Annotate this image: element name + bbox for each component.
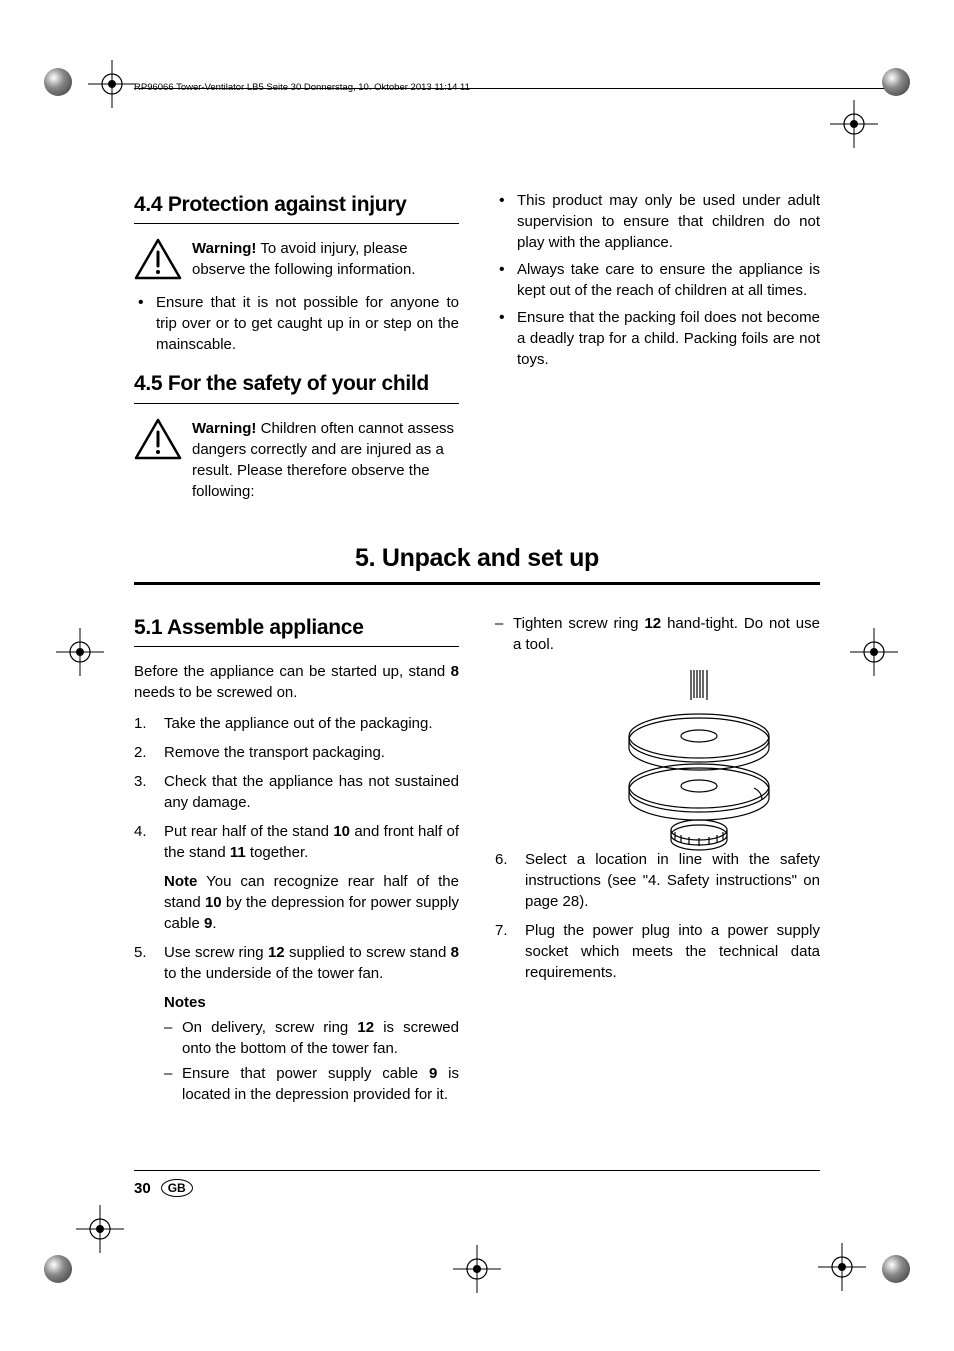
left-column-upper: 4.4 Protection against injury Warning! T…	[134, 190, 459, 514]
warning-label: Warning!	[192, 420, 256, 437]
list-item: Tighten screw ring 12 hand-tight. Do not…	[495, 613, 820, 655]
left-column-lower: 5.1 Assemble appliance Before the applia…	[134, 613, 459, 1113]
print-corner-tl	[44, 68, 72, 96]
text: On delivery, screw ring	[182, 1019, 357, 1036]
header-rule	[134, 88, 884, 89]
language-badge: GB	[161, 1179, 193, 1197]
warning-4-5-text: Warning! Children often cannot assess da…	[192, 418, 459, 502]
list-item: Always take care to ensure the appliance…	[495, 259, 820, 301]
note-label: Note	[164, 873, 197, 890]
registration-mark-tl	[88, 60, 136, 108]
bullets-4-5: This product may only be used under adul…	[495, 190, 820, 370]
text: Before the appliance can be started up, …	[134, 663, 451, 680]
page-number: 30	[134, 1180, 151, 1197]
steps-5-1: Take the appliance out of the packaging.…	[134, 713, 459, 1105]
ref-num: 11	[230, 844, 246, 861]
registration-mark-bl	[76, 1205, 124, 1253]
ref-num: 8	[451, 663, 459, 680]
warning-label: Warning!	[192, 240, 256, 257]
ref-num: 12	[644, 615, 661, 632]
list-item: Ensure that the packing foil does not be…	[495, 307, 820, 370]
registration-mark-tr	[830, 100, 878, 148]
print-corner-tr	[882, 68, 910, 96]
text: Ensure that power supply cable	[182, 1065, 429, 1082]
warning-triangle-icon	[134, 418, 182, 460]
text: to the underside of the tower fan.	[164, 965, 383, 982]
ref-num: 12	[357, 1019, 374, 1036]
list-item: Remove the transport packaging.	[134, 742, 459, 763]
text: together.	[246, 844, 309, 861]
text: Put rear half of the stand	[164, 823, 333, 840]
note-4: Note You can recognize rear half of the …	[164, 871, 459, 934]
list-item: Plug the power plug into a power supply …	[495, 920, 820, 983]
list-item: Put rear half of the stand 10 and front …	[134, 821, 459, 934]
warning-triangle-icon	[134, 238, 182, 280]
text: supplied to screw stand	[285, 944, 451, 961]
assembly-figure	[599, 670, 799, 860]
list-item: Use screw ring 12 supplied to screw stan…	[134, 942, 459, 1105]
heading-5: 5. Unpack and set up	[134, 544, 820, 578]
list-item: This product may only be used under adul…	[495, 190, 820, 253]
bullets-4-4: Ensure that it is not possible for anyon…	[134, 292, 459, 355]
ref-num: 10	[205, 894, 222, 911]
list-item: Ensure that it is not possible for anyon…	[134, 292, 459, 355]
right-column-upper: This product may only be used under adul…	[495, 190, 820, 514]
registration-mark-br	[818, 1243, 866, 1291]
heading-4-4: 4.4 Protection against injury	[134, 190, 459, 224]
text: Tighten screw ring	[513, 615, 644, 632]
ref-num: 10	[333, 823, 350, 840]
text: .	[212, 915, 216, 932]
notes-label: Notes	[164, 992, 459, 1013]
heading-4-5: 4.5 For the safety of your child	[134, 369, 459, 403]
steps-5-1-cont: Select a location in line with the safet…	[495, 849, 820, 983]
list-item: Check that the appliance has not sustain…	[134, 771, 459, 813]
warning-4-5: Warning! Children often cannot assess da…	[134, 418, 459, 502]
list-item: Ensure that power supply cable 9 is loca…	[164, 1063, 459, 1105]
text: Use screw ring	[164, 944, 268, 961]
intro-5-1: Before the appliance can be started up, …	[134, 661, 459, 703]
warning-4-4: Warning! To avoid injury, please observe…	[134, 238, 459, 280]
upper-columns: 4.4 Protection against injury Warning! T…	[134, 190, 820, 514]
dash-list-5: On delivery, screw ring 12 is screwed on…	[164, 1017, 459, 1105]
dash-list-5-cont: Tighten screw ring 12 hand-tight. Do not…	[495, 613, 820, 655]
heading-5-rule	[134, 582, 820, 585]
ref-num: 12	[268, 944, 285, 961]
ref-num: 8	[451, 944, 459, 961]
warning-4-4-text: Warning! To avoid injury, please observe…	[192, 238, 459, 280]
text: needs to be screwed on.	[134, 684, 297, 701]
registration-mark-right	[850, 628, 898, 676]
list-item: Take the appliance out of the packaging.	[134, 713, 459, 734]
print-corner-bl	[44, 1255, 72, 1283]
registration-mark-bottom	[453, 1245, 501, 1293]
heading-5-1: 5.1 Assemble appliance	[134, 613, 459, 647]
print-corner-br	[882, 1255, 910, 1283]
page-footer: 30 GB	[134, 1170, 820, 1197]
registration-mark-left	[56, 628, 104, 676]
list-item: On delivery, screw ring 12 is screwed on…	[164, 1017, 459, 1059]
